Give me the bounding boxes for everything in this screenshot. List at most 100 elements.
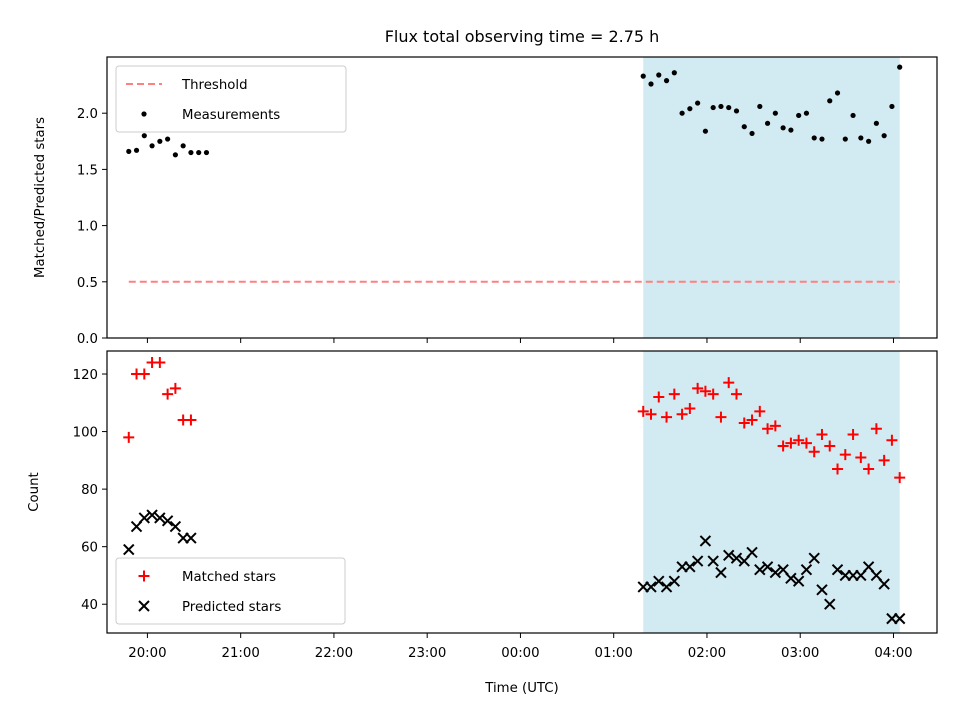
predicted-stars-point [769,566,782,579]
legend-label: Threshold [181,78,248,93]
x-tick-label: 01:00 [595,646,633,661]
matched-stars-point [730,388,742,400]
predicted-stars-point [691,555,704,567]
matched-stars-point [777,440,789,452]
measurement-point [687,106,693,112]
predicted-stars-point [161,515,174,527]
measurement-point [834,90,841,96]
matched-stars-point [668,388,680,400]
predicted-stars-point [893,612,906,625]
measurement-point [710,104,716,111]
panel-2-shaded-interval [643,351,900,633]
matched-stars-point [785,437,797,449]
predicted-stars-point [668,575,681,587]
measurement-point [780,125,786,131]
x-tick-label: 22:00 [315,646,353,661]
predicted-stars-point [831,563,844,576]
matched-stars-point [692,382,704,394]
measurement-point [640,73,646,79]
predicted-stars-point [746,546,758,559]
matched-stars-point [185,414,197,426]
matched-stars-point [855,451,867,463]
measurement-point [881,133,887,139]
legend-label: Measurements [182,108,280,123]
measurement-point [819,136,825,142]
x-tick-label: 20:00 [128,646,166,661]
matched-stars-point [138,368,150,380]
matched-stars-point [793,434,805,446]
matched-stars-point [824,440,836,452]
matched-stars-point [746,414,758,426]
measurement-point [203,149,210,156]
measurement-point [695,100,701,106]
measurement-point [679,110,685,116]
matched-stars-point [684,403,696,415]
panel-1-shaded-interval [643,57,900,338]
panel-2-y-tick-label: 80 [81,483,98,498]
predicted-stars-point [699,535,712,547]
predicted-stars-point [123,543,135,556]
measurement-point [850,112,856,119]
panel-2-axes-frame [106,350,938,634]
matched-stars-point [832,463,844,475]
panel-1-y-tick-label: 0.5 [77,276,98,291]
measurement-point [827,98,833,104]
x-tick-label: 02:00 [688,646,726,661]
legend-label: Predicted stars [182,600,281,615]
predicted-stars-point [761,561,774,573]
predicted-stars-point [785,572,797,585]
measurement-point [656,72,662,78]
measurement-point [196,149,202,156]
predicted-stars-point [800,563,813,576]
matched-stars-point [870,423,882,435]
matched-stars-point [800,437,812,449]
predicted-stars-point [792,575,805,587]
measurement-point [126,148,132,155]
predicted-stars-point [138,512,151,524]
matched-stars-point [169,382,181,394]
predicted-stars-point [169,520,182,533]
legend-measurements-swatch [141,111,147,117]
measurement-point [663,78,670,84]
matched-stars-point [154,357,166,369]
measurement-point [726,104,732,111]
predicted-stars-point [684,561,696,573]
panel-2-y-tick-label: 120 [73,368,98,383]
matched-stars-point [754,405,766,417]
panel-1-axes-frame [106,56,938,339]
measurement-point [803,110,810,116]
matched-stars-point [645,408,657,420]
measurement-point [741,124,747,130]
measurement-point [671,70,677,76]
measurement-point [172,152,178,158]
panel-1-y-axis-label: Matched/Predicted stars [33,117,48,278]
predicted-stars-point [715,566,727,579]
panel-2-y-tick-label: 40 [81,598,98,613]
x-tick-label: 21:00 [222,646,260,661]
predicted-stars-point [645,581,657,593]
matched-stars-point [894,472,906,484]
measurement-point [757,103,763,110]
panel-2-y-tick-label: 100 [73,426,98,441]
legend-matched-swatch [138,570,150,582]
measurement-point [811,135,817,141]
measurement-point [842,136,848,142]
matched-stars-point [661,411,673,423]
matched-stars-point [769,420,781,432]
matched-stars-point [715,411,727,423]
predicted-stars-point [154,512,166,524]
predicted-stars-point [754,563,766,576]
measurement-point [866,138,872,144]
measurement-point [749,130,755,137]
measurement-point [165,136,171,142]
matched-stars-point [699,385,711,397]
measurement-point [788,127,794,133]
x-tick-label: 23:00 [408,646,446,661]
panel-1-y-tick-label: 0.0 [77,332,98,347]
predicted-stars-point [660,581,673,593]
measurement-point [648,81,654,87]
predicted-stars-point [707,555,719,567]
predicted-stars-point [824,598,836,610]
predicted-stars-point [653,575,665,587]
